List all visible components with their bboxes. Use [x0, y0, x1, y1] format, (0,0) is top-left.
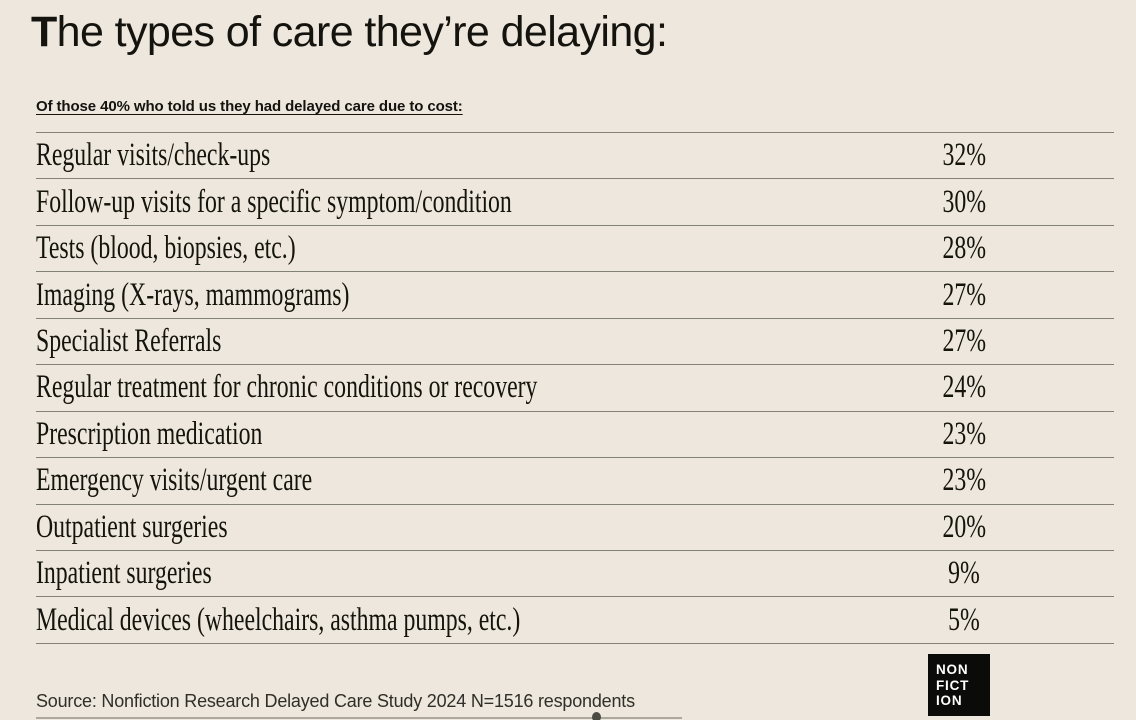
care-type-text: Emergency visits/urgent care [36, 462, 313, 499]
cutoff-glyph [592, 712, 601, 720]
care-type-label: Prescription medication [36, 416, 814, 453]
table-row: Regular visits/check-ups 32% [36, 132, 1114, 178]
table-row: Tests (blood, biopsies, etc.) 28% [36, 224, 1114, 271]
delayed-care-table: Regular visits/check-ups 32% Follow-up v… [36, 132, 1114, 644]
percent-text: 23% [942, 462, 986, 499]
care-type-label: Imaging (X-rays, mammograms) [36, 277, 814, 314]
care-type-text: Outpatient surgeries [36, 508, 228, 545]
care-type-value: 5% [814, 602, 1114, 639]
care-type-label: Regular visits/check-ups [36, 137, 814, 174]
table-row: Emergency visits/urgent care 23% [36, 457, 1114, 503]
table-row: Imaging (X-rays, mammograms) 27% [36, 271, 1114, 317]
care-type-value: 30% [814, 184, 1114, 221]
care-type-value: 27% [814, 277, 1114, 314]
care-type-value: 23% [814, 416, 1114, 453]
logo-line: ION [936, 693, 963, 708]
table-row: Outpatient surgeries 20% [36, 503, 1114, 550]
care-type-label: Specialist Referrals [36, 323, 814, 360]
source-underline [36, 717, 682, 719]
table-row: Prescription medication 23% [36, 410, 1114, 457]
percent-text: 23% [942, 415, 986, 452]
care-type-label: Outpatient surgeries [36, 509, 814, 546]
percent-text: 27% [942, 322, 986, 359]
table-row: Specialist Referrals 27% [36, 317, 1114, 364]
care-type-value: 32% [814, 137, 1114, 174]
care-type-value: 23% [814, 462, 1114, 499]
care-type-text: Follow-up visits for a specific symptom/… [36, 183, 512, 220]
percent-text: 9% [948, 555, 980, 592]
table-row: Follow-up visits for a specific symptom/… [36, 178, 1114, 224]
care-type-value: 9% [814, 555, 1114, 592]
care-type-label: Emergency visits/urgent care [36, 462, 814, 499]
source-note: Source: Nonfiction Research Delayed Care… [36, 691, 635, 711]
care-type-value: 20% [814, 509, 1114, 546]
table-row: Medical devices (wheelchairs, asthma pum… [36, 596, 1114, 642]
care-type-text: Tests (blood, biopsies, etc.) [36, 230, 296, 267]
percent-text: 5% [948, 601, 980, 638]
page-title: The types of care they’re delaying: [31, 8, 668, 56]
nonfiction-logo: NON FICT ION [928, 654, 990, 716]
care-type-value: 28% [814, 230, 1114, 267]
care-type-text: Inpatient surgeries [36, 555, 212, 592]
care-type-label: Inpatient surgeries [36, 555, 814, 592]
care-type-text: Specialist Referrals [36, 322, 222, 359]
care-type-value: 24% [814, 369, 1114, 406]
care-type-text: Regular treatment for chronic conditions… [36, 369, 538, 406]
care-type-value: 27% [814, 323, 1114, 360]
care-type-text: Prescription medication [36, 415, 263, 452]
percent-text: 32% [942, 137, 986, 174]
care-type-label: Regular treatment for chronic conditions… [36, 369, 814, 406]
care-type-label: Follow-up visits for a specific symptom/… [36, 184, 814, 221]
care-type-text: Imaging (X-rays, mammograms) [36, 276, 350, 313]
care-type-label: Medical devices (wheelchairs, asthma pum… [36, 602, 814, 639]
table-row: Inpatient surgeries 9% [36, 549, 1114, 596]
percent-text: 28% [942, 230, 986, 267]
subtitle: Of those 40% who told us they had delaye… [36, 98, 463, 115]
percent-text: 24% [942, 369, 986, 406]
care-type-text: Regular visits/check-ups [36, 137, 271, 174]
care-type-label: Tests (blood, biopsies, etc.) [36, 230, 814, 267]
logo-line: NON [936, 662, 969, 677]
logo-line: FICT [936, 677, 970, 693]
percent-text: 27% [942, 276, 986, 313]
table-row: Regular treatment for chronic conditions… [36, 364, 1114, 410]
care-type-text: Medical devices (wheelchairs, asthma pum… [36, 601, 521, 638]
percent-text: 20% [942, 508, 986, 545]
percent-text: 30% [942, 183, 986, 220]
